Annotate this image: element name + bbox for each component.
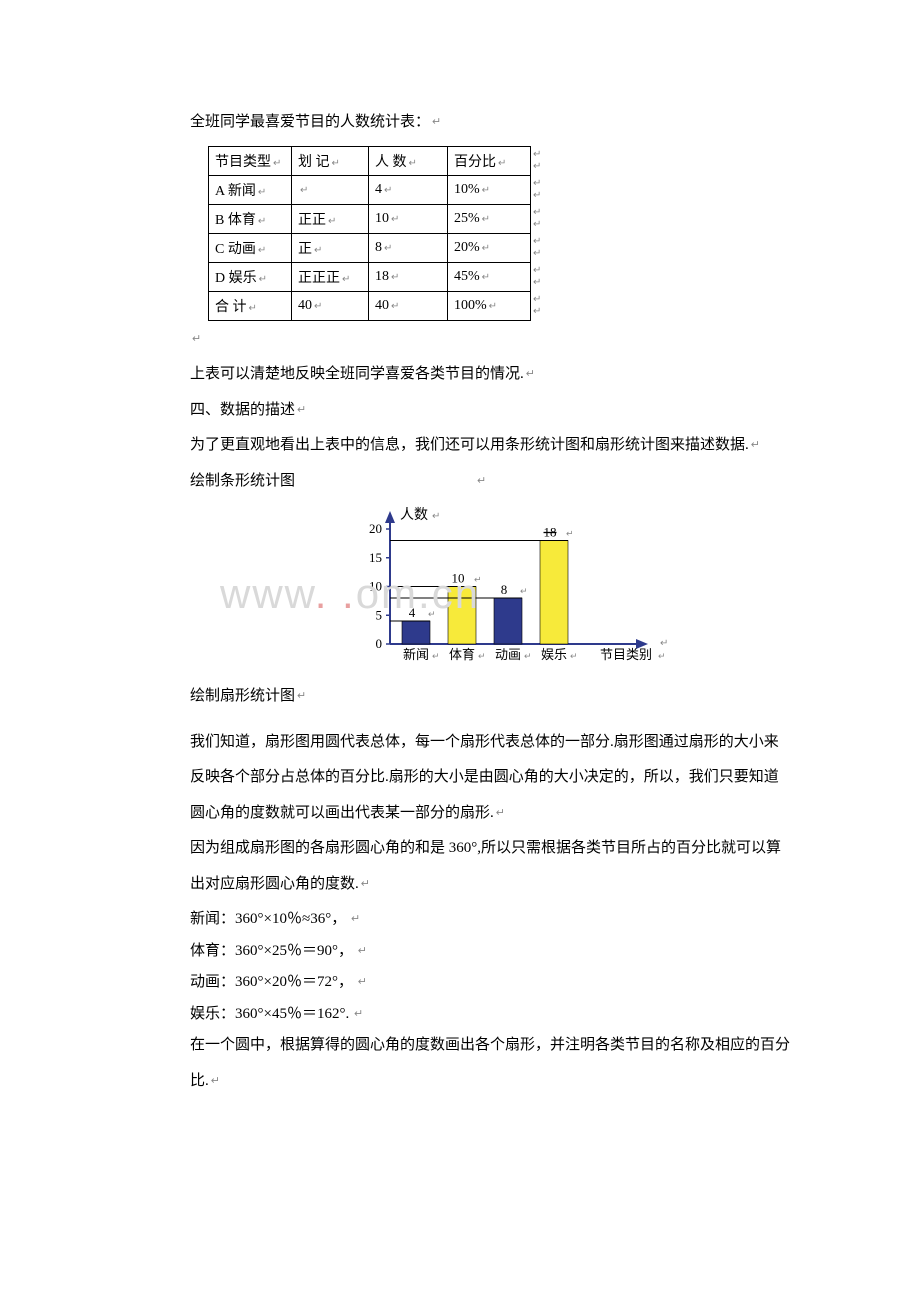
svg-text:10: 10 [452, 571, 465, 586]
table-row-total: 合 计↵ 40↵ 40↵ 100%↵ ↵↵ [209, 291, 548, 320]
svg-text:8: 8 [501, 582, 508, 597]
svg-text:4: 4 [409, 605, 416, 620]
para-intro-charts: 为了更直观地看出上表中的信息，我们还可以用条形统计图和扇形统计图来描述数据.↵ [190, 433, 830, 459]
para-pie-b: 反映各个部分占总体的百分比.扇形的大小是由圆心角的大小决定的，所以，我们只要知道 [190, 765, 830, 791]
table-row: A 新闻↵ ↵ 4↵ 10%↵ ↵↵ [209, 175, 548, 204]
pie-chart-title: 绘制扇形统计图↵ [190, 684, 830, 710]
svg-text:↵: ↵ [524, 651, 532, 661]
svg-text:↵: ↵ [520, 586, 528, 596]
stats-table: 节目类型↵ 划 记↵ 人 数↵ 百分比↵ ↵↵ A 新闻↵ ↵ 4↵ 10%↵ … [208, 146, 548, 321]
page-title: 全班同学最喜爱节目的人数统计表：↵ [190, 110, 830, 136]
bar-chart: 05101520人数↵4↵新闻↵10↵体育↵8↵动画↵18↵娱乐↵节目类别↵↵ [330, 504, 670, 674]
para-table-summary: 上表可以清楚地反映全班同学喜爱各类节目的情况.↵ [190, 362, 830, 388]
para-draw-a: 在一个圆中，根据算得的圆心角的度数画出各个扇形，并注明各类节目的名称及相应的百分 [190, 1033, 830, 1059]
calc-anim: 动画：360°×20％＝72°， ↵ [190, 970, 830, 996]
svg-text:节目类别: 节目类别 [600, 647, 652, 662]
svg-text:↵: ↵ [658, 651, 666, 661]
svg-text:新闻: 新闻 [403, 647, 429, 662]
svg-text:娱乐: 娱乐 [541, 647, 567, 662]
th-count: 人 数↵ [369, 146, 448, 175]
svg-text:5: 5 [376, 607, 383, 622]
th-pct: 百分比↵ [448, 146, 531, 175]
svg-text:↵: ↵ [566, 529, 574, 539]
svg-text:↵: ↵ [428, 609, 436, 619]
th-tally: 划 记↵ [292, 146, 369, 175]
para-draw-b: 比.↵ [190, 1069, 830, 1095]
calc-news: 新闻：360°×10％≈36°， ↵ [190, 907, 830, 933]
heading-data-desc: 四、数据的描述↵ [190, 398, 830, 424]
table-row: B 体育↵ 正正↵ 10↵ 25%↵ ↵↵ [209, 204, 548, 233]
svg-text:↵: ↵ [432, 651, 440, 661]
table-row: D 娱乐↵ 正正正↵ 18↵ 45%↵ ↵↵ [209, 262, 548, 291]
table-header-row: 节目类型↵ 划 记↵ 人 数↵ 百分比↵ ↵↵ [209, 146, 548, 175]
svg-text:体育: 体育 [449, 647, 475, 662]
svg-text:动画: 动画 [495, 647, 521, 662]
svg-text:20: 20 [369, 521, 382, 536]
bar-chart-title: 绘制条形统计图↵ [190, 469, 830, 495]
para-pie-c: 圆心角的度数就可以画出代表某一部分的扇形.↵ [190, 801, 830, 827]
svg-text:0: 0 [376, 636, 383, 651]
table-row: C 动画↵ 正↵ 8↵ 20%↵ ↵↵ [209, 233, 548, 262]
svg-text:18: 18 [544, 525, 557, 540]
svg-text:人数: 人数 [400, 507, 428, 523]
para-angle-a: 因为组成扇形图的各扇形圆心角的和是 360°,所以只需根据各类节目所占的百分比就… [190, 836, 830, 862]
return-line: ↵ [190, 327, 830, 353]
svg-text:15: 15 [369, 550, 382, 565]
th-type: 节目类型↵ [209, 146, 292, 175]
svg-text:↵: ↵ [660, 638, 668, 649]
para-pie-a: 我们知道，扇形图用圆代表总体，每一个扇形代表总体的一部分.扇形图通过扇形的大小来 [190, 730, 830, 756]
svg-text:↵: ↵ [474, 575, 482, 585]
calc-ent: 娱乐：360°×45％＝162°. ↵ [190, 1002, 830, 1028]
svg-text:↵: ↵ [570, 651, 578, 661]
svg-text:10: 10 [369, 579, 382, 594]
svg-text:↵: ↵ [478, 651, 486, 661]
svg-text:↵: ↵ [432, 511, 440, 522]
para-angle-b: 出对应扇形圆心角的度数.↵ [190, 872, 830, 898]
calc-sports: 体育：360°×25％＝90°， ↵ [190, 939, 830, 965]
